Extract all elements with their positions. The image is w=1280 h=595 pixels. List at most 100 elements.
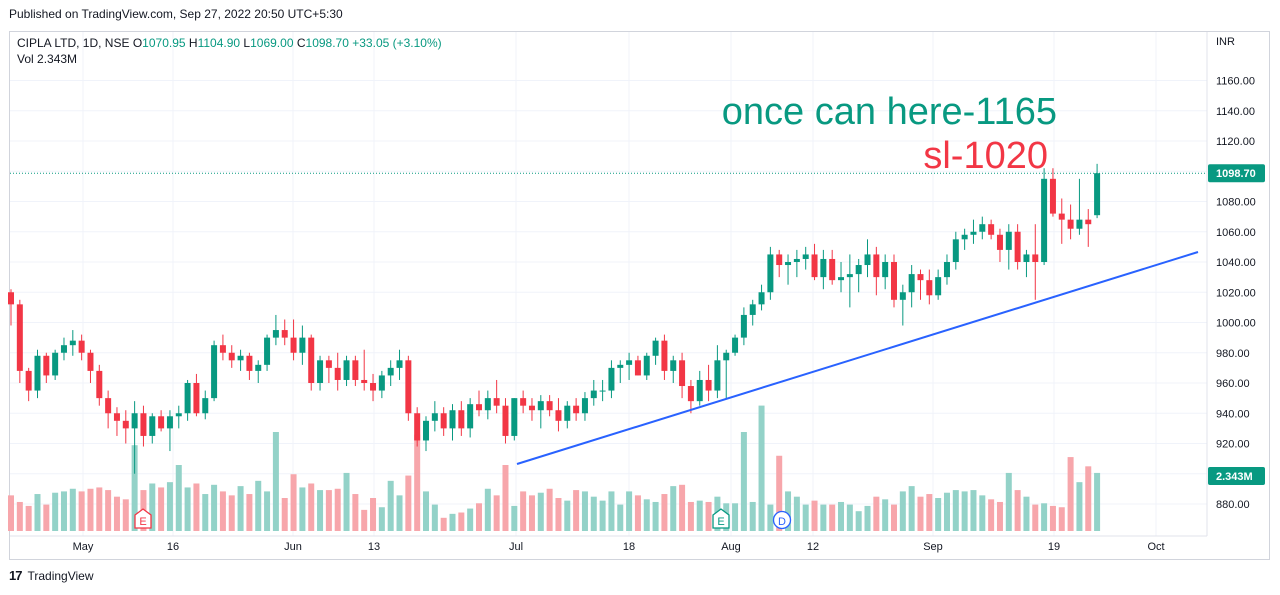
candle[interactable] [228, 352, 235, 361]
candle[interactable] [829, 258, 836, 281]
candle[interactable] [679, 360, 686, 387]
candle[interactable] [387, 367, 394, 376]
candle[interactable] [1032, 254, 1039, 262]
candle[interactable] [16, 304, 23, 371]
candle[interactable] [52, 352, 59, 376]
candle[interactable] [705, 379, 712, 391]
candle[interactable] [122, 420, 129, 429]
candle[interactable] [1094, 173, 1101, 216]
candle[interactable] [846, 274, 853, 278]
candle[interactable] [626, 360, 633, 365]
candle[interactable] [776, 254, 783, 266]
tradingview-logo-icon[interactable]: 17 [9, 568, 23, 583]
candle[interactable] [493, 398, 500, 406]
candle[interactable] [475, 404, 482, 411]
candle[interactable] [643, 355, 650, 376]
candle[interactable] [758, 292, 765, 305]
candle[interactable] [166, 416, 173, 429]
candle[interactable] [458, 410, 465, 429]
candle[interactable] [449, 410, 456, 429]
candle[interactable] [370, 383, 377, 391]
candle[interactable] [670, 360, 677, 371]
candle[interactable] [785, 262, 792, 266]
candle[interactable] [299, 337, 306, 353]
candle[interactable] [352, 360, 359, 380]
candle[interactable] [219, 345, 226, 353]
candle[interactable] [961, 234, 968, 240]
candle[interactable] [511, 398, 518, 436]
candle[interactable] [25, 370, 32, 391]
candle[interactable] [661, 340, 668, 371]
candle[interactable] [158, 416, 165, 429]
candle[interactable] [272, 330, 279, 338]
candle[interactable] [467, 404, 474, 429]
candle[interactable] [855, 265, 862, 275]
candle[interactable] [69, 340, 76, 346]
annotation-stoploss[interactable]: sl-1020 [923, 135, 1048, 177]
candle[interactable] [546, 401, 553, 411]
candle[interactable] [140, 413, 147, 436]
candle[interactable] [520, 398, 527, 406]
candle[interactable] [696, 379, 703, 402]
candle[interactable] [749, 304, 756, 315]
candle[interactable] [96, 370, 103, 399]
candle[interactable] [590, 390, 597, 399]
candle[interactable] [714, 360, 721, 391]
candle[interactable] [78, 340, 85, 353]
candle[interactable] [1076, 219, 1083, 229]
candle[interactable] [237, 355, 244, 361]
candle[interactable] [396, 360, 403, 368]
candle[interactable] [793, 258, 800, 262]
candle[interactable] [281, 330, 288, 338]
candle[interactable] [414, 413, 421, 441]
candle[interactable] [246, 355, 253, 371]
candle[interactable] [555, 410, 562, 421]
symbol-name[interactable]: CIPLA LTD, 1D, NSE [17, 36, 130, 50]
candle[interactable] [723, 352, 730, 361]
candle[interactable] [343, 360, 350, 380]
candle[interactable] [899, 292, 906, 300]
candle[interactable] [864, 254, 871, 266]
candle[interactable] [608, 367, 615, 391]
candle[interactable] [917, 274, 924, 281]
candle[interactable] [1085, 219, 1092, 225]
candle[interactable] [820, 258, 827, 278]
candle[interactable] [1049, 178, 1056, 214]
candle[interactable] [926, 280, 933, 296]
candle[interactable] [211, 345, 218, 399]
candle[interactable] [184, 383, 191, 414]
event-marker-dividend-icon[interactable] [772, 510, 792, 530]
candle[interactable] [264, 337, 271, 365]
candle[interactable] [1014, 231, 1021, 262]
candle[interactable] [325, 360, 332, 368]
candle[interactable] [838, 277, 845, 281]
event-marker-earnings-icon[interactable] [134, 508, 152, 529]
annotation-target[interactable]: once can here-1165 [722, 91, 1057, 133]
candle[interactable] [131, 413, 138, 429]
candle[interactable] [740, 314, 747, 338]
candle[interactable] [873, 254, 880, 278]
candle[interactable] [573, 405, 580, 414]
candle[interactable] [652, 340, 659, 356]
candle[interactable] [1023, 254, 1030, 262]
candle[interactable] [996, 234, 1003, 250]
candle[interactable] [1058, 213, 1065, 220]
candle[interactable] [802, 254, 809, 259]
candle[interactable] [599, 390, 606, 392]
brand-name[interactable]: TradingView [27, 568, 94, 583]
candle[interactable] [43, 355, 50, 376]
candle[interactable] [290, 337, 297, 353]
candle[interactable] [502, 405, 509, 436]
candle[interactable] [811, 254, 818, 278]
candle[interactable] [988, 224, 995, 235]
candle[interactable] [423, 420, 430, 441]
candle[interactable] [935, 277, 942, 296]
candle[interactable] [1067, 219, 1074, 229]
candle[interactable] [882, 262, 889, 278]
candle[interactable] [255, 364, 262, 371]
candle[interactable] [908, 274, 915, 293]
candle[interactable] [484, 398, 491, 411]
candle[interactable] [564, 405, 571, 421]
candle[interactable] [581, 398, 588, 414]
candle[interactable] [943, 262, 950, 278]
